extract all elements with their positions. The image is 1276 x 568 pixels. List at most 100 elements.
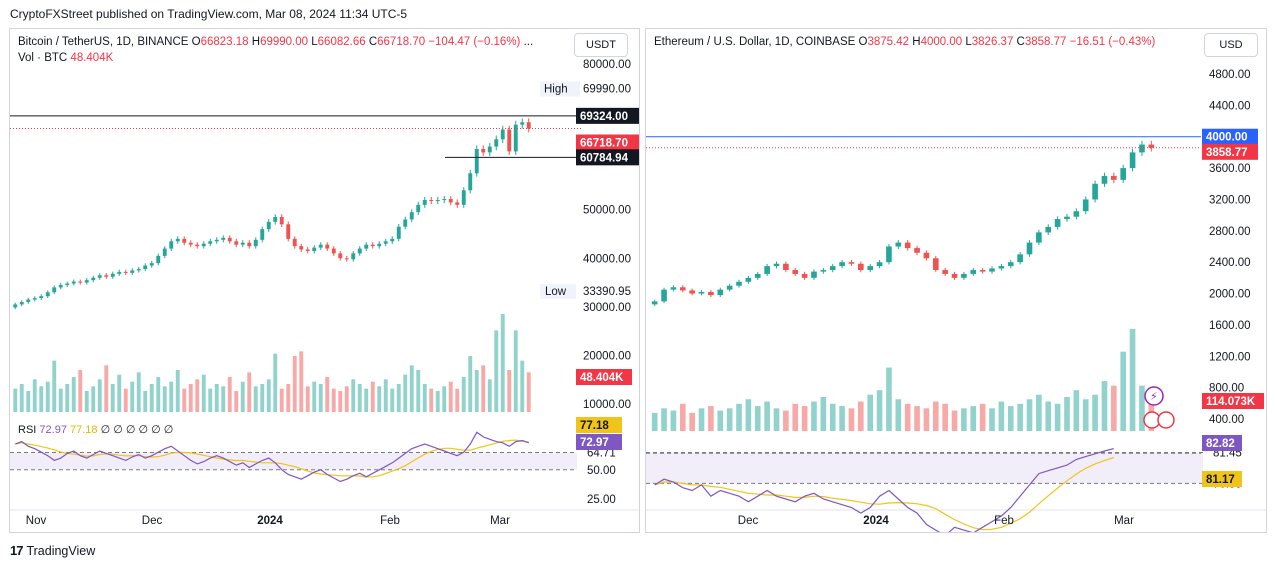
eth-candle-body xyxy=(1036,232,1042,243)
btc-candle-body xyxy=(338,253,343,259)
btc-price-tick: 20000.00 xyxy=(583,350,631,362)
btc-volume-bar xyxy=(169,381,174,412)
btc-open-label: O xyxy=(191,36,201,48)
btc-price-tick: 80000.00 xyxy=(583,59,631,71)
btc-candle-body xyxy=(175,238,180,242)
btc-low-label-bg xyxy=(540,284,576,299)
eth-candle-body xyxy=(783,263,789,271)
btc-chart-svg[interactable]: 80000.00 50000.00 40000.00 30000.00 20000.00… xyxy=(10,29,640,533)
eth-candle-body xyxy=(792,270,799,274)
btc-currency-button[interactable]: USDT xyxy=(574,33,628,57)
eth-volume-bar xyxy=(1045,401,1052,431)
eth-volume-bar xyxy=(1064,397,1070,431)
eth-volume-bar xyxy=(914,406,920,431)
eth-candle-body xyxy=(1007,262,1014,267)
eth-candle-body xyxy=(745,277,752,282)
btc-volume-bar xyxy=(429,388,434,412)
btc-x-tick: 2024 xyxy=(257,515,283,527)
btc-volume-bar xyxy=(149,384,154,412)
btc-high-label-bg xyxy=(540,81,580,97)
btc-candle-body xyxy=(513,124,518,152)
eth-price-tick: 2000.00 xyxy=(1209,289,1251,301)
eth-volume-bar xyxy=(970,406,977,431)
btc-candle-body xyxy=(234,241,239,245)
btc-candle-body xyxy=(279,217,284,225)
eth-volume-bar xyxy=(895,399,902,431)
btc-high-value: 69990.00 xyxy=(583,84,631,96)
btc-high: 69990.00 xyxy=(260,36,309,48)
btc-tag-line1: 69324.00 xyxy=(580,111,628,123)
btc-volume-bar xyxy=(65,384,70,412)
eth-rsi-tag-a: 82.82 xyxy=(1206,438,1235,450)
btc-candle-body xyxy=(266,221,271,230)
btc-volume-bar xyxy=(123,388,128,412)
btc-candle-body xyxy=(286,224,291,239)
btc-candle-body xyxy=(500,129,505,140)
btc-volume-bar xyxy=(357,384,362,412)
eth-x-tick: 2024 xyxy=(863,515,889,527)
btc-volume-bar xyxy=(507,370,512,412)
btc-volume-bar xyxy=(331,388,336,412)
btc-volume-bar xyxy=(71,377,76,412)
btc-legend-more[interactable]: ... xyxy=(523,36,534,48)
btc-high-label: High xyxy=(544,84,568,96)
eth-low: 3826.37 xyxy=(971,36,1014,48)
btc-volume-bar xyxy=(299,351,304,412)
eth-candle-body xyxy=(951,273,958,278)
eth-low-label: L xyxy=(965,36,972,48)
btc-candle-body xyxy=(45,292,50,297)
tradingview-brand: TradingView xyxy=(26,543,96,558)
btc-volume-bar xyxy=(279,388,284,412)
eth-volume-bar xyxy=(932,401,939,431)
btc-rsi-line xyxy=(15,431,530,483)
btc-candle-body xyxy=(422,200,427,205)
eth-candle-body xyxy=(1064,216,1070,220)
btc-candle-body xyxy=(273,217,278,222)
eth-candle-body xyxy=(1082,199,1089,212)
btc-volume-bar xyxy=(312,381,317,412)
btc-tag-price-bg xyxy=(576,134,639,151)
eth-candle-body xyxy=(801,273,808,278)
btc-volume-bar xyxy=(143,391,148,412)
btc-title: Bitcoin / TetherUS, 1D, BINANCE xyxy=(18,36,189,48)
tradingview-logo-icon: 17 xyxy=(10,543,24,558)
eth-price-tick: 3600.00 xyxy=(1209,163,1251,175)
btc-tag-vol: 48.404K xyxy=(580,372,624,384)
tradingview-footer[interactable]: 17 TradingView xyxy=(10,543,95,558)
eth-volume-bar xyxy=(651,412,658,431)
btc-rsi-ma-value: 77.18 xyxy=(70,424,98,436)
eth-high-label: H xyxy=(912,36,921,48)
btc-volume-bar xyxy=(351,379,356,412)
btc-chart-panel[interactable]: 80000.00 50000.00 40000.00 30000.00 20000.00… xyxy=(9,28,640,533)
eth-volume-bar xyxy=(1026,399,1033,431)
btc-candle-body xyxy=(318,244,323,248)
btc-x-tick: Feb xyxy=(380,515,400,527)
btc-volume-bar xyxy=(52,360,57,412)
btc-candle-body xyxy=(58,285,63,288)
btc-candle-body xyxy=(117,271,122,274)
eth-currency-button[interactable]: USD xyxy=(1204,33,1258,57)
btc-candle-body xyxy=(130,270,135,273)
eth-volume-bar xyxy=(961,408,967,431)
eth-candle-body xyxy=(754,273,761,278)
btc-vol-value: 48.404K xyxy=(70,52,114,64)
eth-volume-bar xyxy=(689,412,695,431)
eth-volume-bar xyxy=(848,408,855,431)
btc-candle-body xyxy=(461,190,466,205)
btc-volume-bar xyxy=(468,356,473,412)
eth-price-tick: 2400.00 xyxy=(1209,257,1251,269)
eth-candle-body xyxy=(1073,211,1080,217)
btc-candle-body xyxy=(455,202,460,205)
eth-chart-svg[interactable]: 4800.00 4400.00 3600.00 3200.00 2800.00 2400.… xyxy=(646,29,1267,533)
eth-candle-body xyxy=(839,262,845,267)
btc-volume-bar xyxy=(175,370,180,412)
btc-candle-body xyxy=(227,237,232,242)
btc-rsi-label: RSI xyxy=(18,424,37,436)
eth-volume-bar xyxy=(998,401,1005,431)
btc-x-tick: Mar xyxy=(490,515,510,527)
btc-volume-bar xyxy=(188,384,193,412)
eth-chart-panel[interactable]: 4800.00 4400.00 3600.00 3200.00 2800.00 2400.… xyxy=(645,28,1267,533)
eth-volume-bar xyxy=(661,408,667,431)
btc-tag-vol-bg xyxy=(576,369,632,385)
lightning-glyph-icon: ⚡ xyxy=(1150,390,1158,403)
